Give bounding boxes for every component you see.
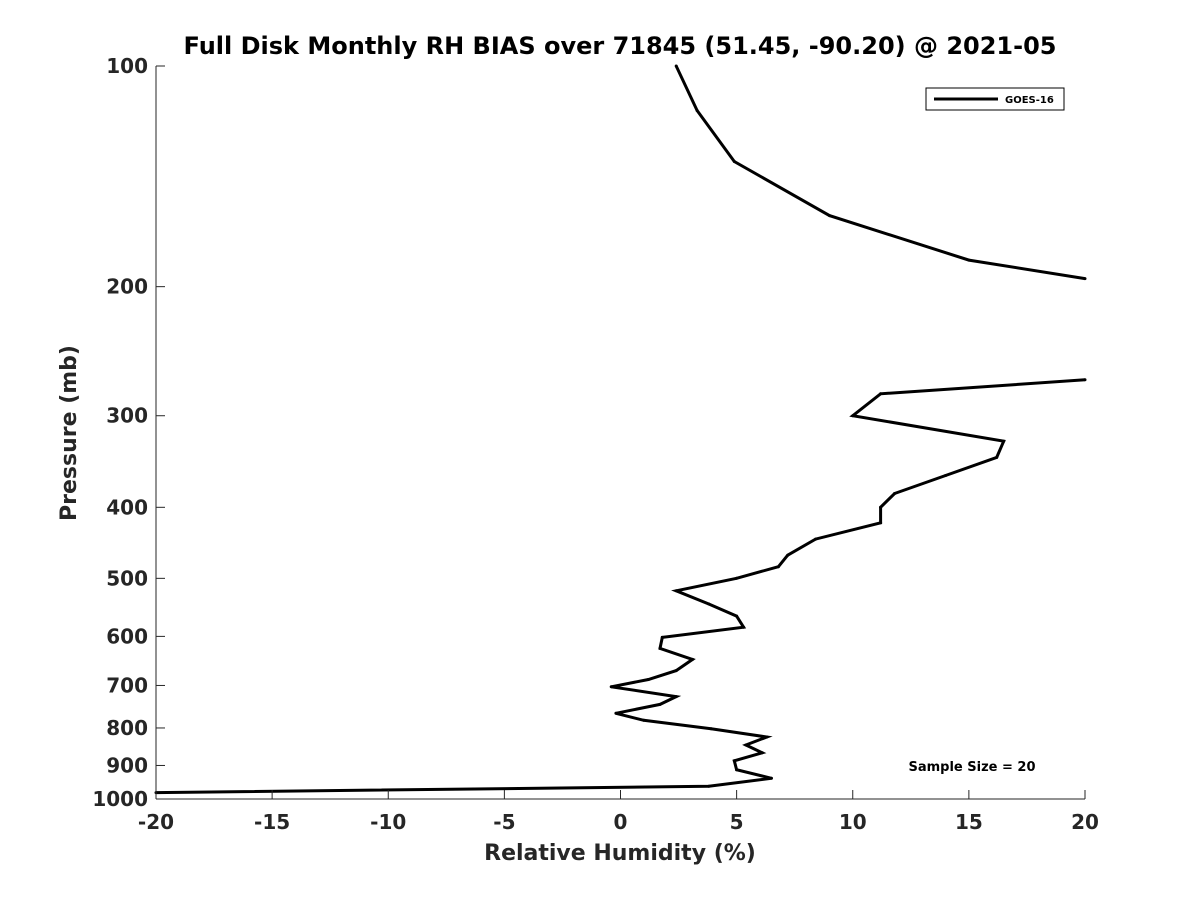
data-point-1-6 [1083, 277, 1087, 281]
data-point-2-7 [893, 492, 897, 495]
data-point-2-11 [786, 553, 790, 557]
series-line-goes-16-segment-1 [674, 65, 1086, 281]
x-axis-label: Relative Humidity (%) [484, 841, 756, 866]
y-tick-label-400: 400 [106, 495, 148, 519]
x-tick-label-15: 15 [955, 810, 983, 834]
sample-size-annotation: Sample Size = 20 [908, 760, 1035, 775]
y-tick-label-900: 900 [106, 753, 148, 777]
data-point-1-3 [732, 160, 736, 163]
data-point-1-2 [695, 109, 699, 112]
data-point-2-4 [1002, 439, 1006, 443]
data-point-2-32 [732, 759, 736, 763]
data-point-2-10 [814, 537, 818, 541]
data-point-2-2 [879, 392, 883, 396]
y-tick-label-700: 700 [106, 673, 148, 697]
plot-background [156, 66, 1085, 799]
y-tick-label-300: 300 [106, 404, 148, 428]
data-point-2-6 [944, 474, 948, 477]
data-point-2-15 [707, 602, 711, 606]
y-tick-label-500: 500 [106, 566, 148, 590]
data-point-2-26 [614, 711, 618, 715]
y-tick-label-1000: 1000 [92, 787, 148, 811]
data-point-2-25 [658, 702, 662, 706]
data-point-2-3 [851, 414, 855, 418]
legend: GOES-16 [925, 87, 1065, 111]
data-point-1-1 [674, 64, 678, 68]
data-point-2-30 [744, 743, 748, 747]
data-point-2-19 [658, 646, 662, 650]
y-tick-label-800: 800 [106, 716, 148, 740]
data-point-2-31 [760, 751, 764, 755]
data-point-2-28 [709, 727, 713, 731]
y-axis: 100 200 300 400 500 600 700 800 900 1000 [92, 54, 165, 811]
data-point-2-14 [674, 589, 678, 593]
data-point-2-35 [707, 784, 711, 788]
data-point-2-13 [735, 576, 739, 580]
data-point-2-1 [1083, 378, 1087, 382]
data-point-2-12 [776, 565, 780, 569]
data-point-2-22 [646, 678, 650, 681]
x-tick-label--10: -10 [370, 810, 406, 834]
y-tick-label-100: 100 [106, 54, 148, 78]
data-point-2-9 [879, 521, 883, 525]
data-point-2-33 [735, 768, 739, 772]
x-tick-label-20: 20 [1071, 810, 1099, 834]
data-point-2-18 [660, 635, 664, 639]
x-axis: -20 -15 -10 -5 0 5 10 15 20 [138, 790, 1099, 834]
x-tick-label--15: -15 [254, 810, 290, 834]
x-tick-label-10: 10 [839, 810, 867, 834]
data-point-2-21 [674, 669, 678, 673]
data-point-2-27 [642, 718, 646, 722]
y-tick-label-600: 600 [106, 624, 148, 648]
legend-label-goes-16: GOES-16 [1005, 95, 1054, 106]
data-point-1-5 [967, 258, 971, 262]
x-tick-label--20: -20 [138, 810, 174, 834]
data-point-2-17 [742, 625, 746, 629]
plot-area [155, 66, 1085, 800]
x-tick-label-0: 0 [614, 810, 628, 834]
data-point-1-4 [828, 214, 831, 218]
x-tick-label--5: -5 [493, 810, 515, 834]
x-tick-label-5: 5 [730, 810, 744, 834]
data-point-2-29 [765, 735, 769, 739]
data-point-2-20 [691, 657, 694, 661]
y-axis-label: Pressure (mb) [57, 345, 82, 521]
data-point-2-24 [674, 695, 678, 699]
chart-title: Full Disk Monthly RH BIAS over 71845 (51… [184, 32, 1057, 60]
data-point-2-34 [770, 776, 773, 780]
data-point-2-8 [879, 505, 883, 509]
data-point-2-5 [995, 455, 999, 459]
y-tick-label-200: 200 [106, 275, 148, 299]
data-point-2-16 [735, 614, 739, 618]
data-layer [154, 64, 1087, 795]
series-line-goes-16-segment-2 [155, 378, 1086, 795]
data-point-2-23 [609, 685, 613, 689]
